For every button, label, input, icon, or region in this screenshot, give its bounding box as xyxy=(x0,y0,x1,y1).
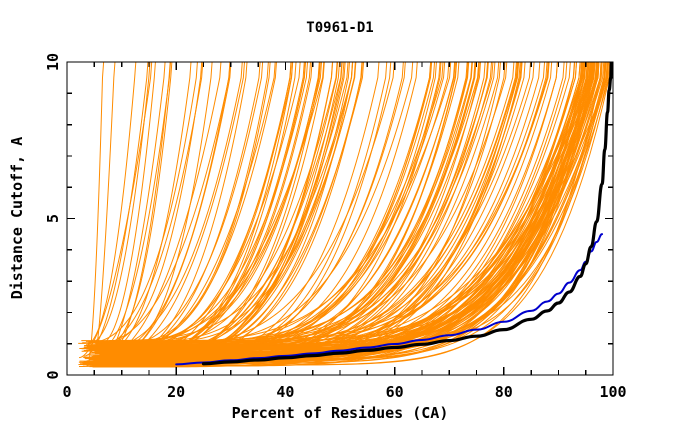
ensemble-curve xyxy=(84,62,137,346)
ensemble-curve xyxy=(90,62,203,347)
ensemble-curve xyxy=(86,62,105,367)
y-tick-label: 5 xyxy=(44,214,62,223)
ensemble-curve xyxy=(111,62,594,346)
ensemble-curve xyxy=(83,62,222,365)
ensemble-curve xyxy=(91,62,603,350)
x-tick-label: 20 xyxy=(167,383,185,401)
ensemble-curve xyxy=(78,62,198,344)
y-tick-label: 0 xyxy=(44,370,62,379)
x-tick-label: 100 xyxy=(599,383,626,401)
y-tick-labels: 0 5 10 xyxy=(44,53,62,380)
x-axis-label: Percent of Residues (CA) xyxy=(232,404,449,422)
y-tick-label: 10 xyxy=(44,53,62,71)
y-axis-label: Distance Cutoff, A xyxy=(8,137,26,300)
primary-curve-riser xyxy=(609,62,613,80)
ensemble-curve xyxy=(121,62,607,361)
x-tick-label: 60 xyxy=(386,383,404,401)
ensemble-curve xyxy=(98,62,156,346)
x-tick-label: 80 xyxy=(495,383,513,401)
main-curves xyxy=(175,62,613,366)
ensemble-curve xyxy=(95,62,116,354)
ensemble-curve xyxy=(99,62,496,343)
primary-curve xyxy=(201,76,613,366)
page-title: T0961-D1 xyxy=(306,20,373,36)
ensemble-curve xyxy=(96,62,591,364)
ensemble-curve xyxy=(97,62,584,358)
x-tick-labels: 0 20 40 60 80 100 xyxy=(62,383,626,401)
ensemble-curve xyxy=(97,62,585,357)
ensemble-curve xyxy=(94,62,550,342)
ensemble-curve xyxy=(95,62,508,345)
ensemble-curve xyxy=(103,62,602,366)
ensemble-curve xyxy=(93,62,586,348)
x-tick-label: 40 xyxy=(276,383,294,401)
x-tick-label: 0 xyxy=(62,383,71,401)
axis-ticks xyxy=(66,61,614,376)
